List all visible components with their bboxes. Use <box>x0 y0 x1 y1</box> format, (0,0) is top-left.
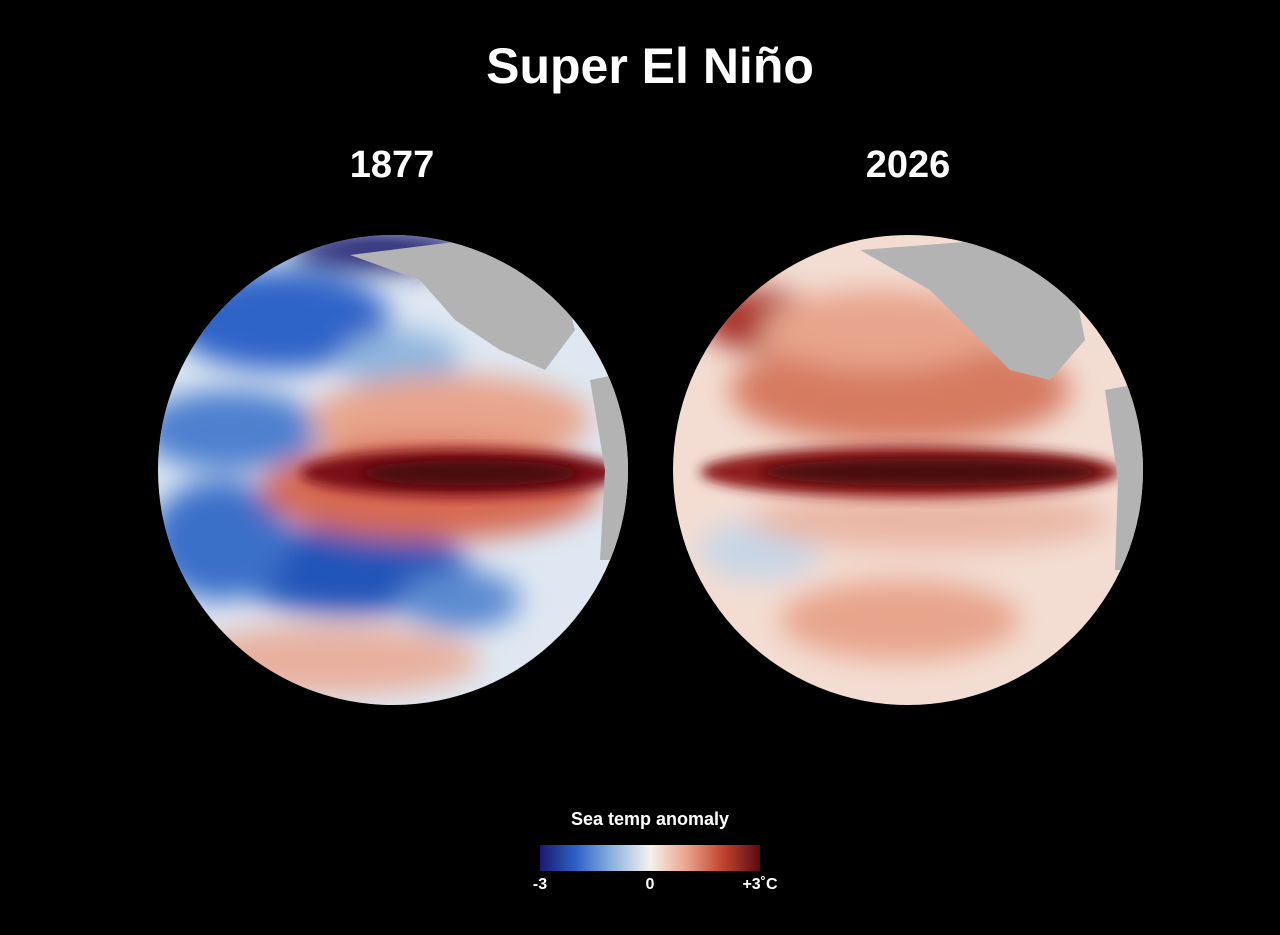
legend-tick-label: 0 <box>646 876 655 893</box>
legend-tick-label: -3 <box>533 876 547 893</box>
globe-1877 <box>158 235 628 705</box>
map-label: 1877 <box>350 144 435 186</box>
map-label: 2026 <box>866 144 951 186</box>
legend-title: Sea temp anomaly <box>571 809 729 829</box>
globe-2026 <box>673 235 1143 705</box>
title: Super El Niño <box>486 38 814 94</box>
legend-colorbar <box>540 845 760 871</box>
legend-tick-label: +3˚C <box>742 876 778 893</box>
legend-ticks: -3 0 +3˚C <box>533 871 778 893</box>
